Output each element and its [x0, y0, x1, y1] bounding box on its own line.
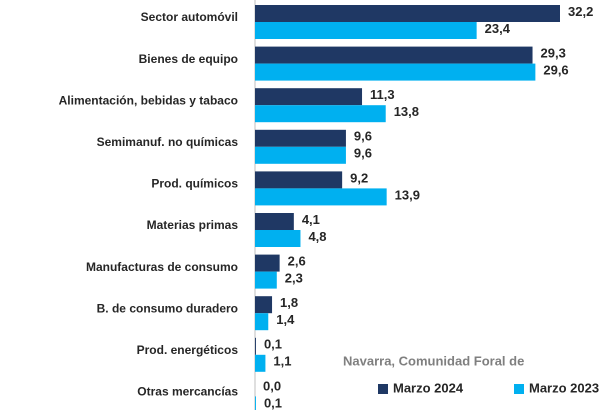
value-label: 4,1 [302, 212, 320, 227]
value-label: 9,6 [354, 129, 372, 144]
bar [255, 105, 386, 123]
value-label: 2,3 [285, 271, 303, 286]
category-label: Sector automóvil [141, 10, 238, 24]
value-label: 11,3 [370, 87, 395, 102]
bar [255, 254, 280, 272]
bar [255, 171, 343, 189]
bar [255, 296, 273, 314]
legend-label: Marzo 2024 [393, 380, 464, 395]
value-label: 9,6 [354, 146, 372, 161]
category-label: Bienes de equipo [139, 52, 238, 66]
value-label: 0,0 [263, 378, 281, 393]
bar [255, 5, 560, 22]
category-label: Otras mercancías [137, 385, 238, 399]
category-label: Prod. químicos [151, 177, 238, 191]
value-label: 2,6 [288, 254, 306, 269]
legend-swatch [378, 384, 388, 394]
category-label: B. de consumo duradero [97, 301, 238, 315]
bar [255, 213, 294, 230]
bar [255, 230, 301, 247]
annotation: Navarra, Comunidad Foral de [343, 353, 524, 368]
bar [255, 22, 477, 39]
category-label: Materias primas [147, 218, 239, 232]
category-label: Semimanuf. no químicas [97, 135, 239, 149]
bar [255, 129, 346, 147]
category-label: Prod. energéticos [137, 343, 239, 357]
value-label: 29,3 [541, 46, 566, 61]
value-label: 0,1 [264, 337, 282, 352]
bar [255, 188, 387, 206]
value-label: 1,4 [276, 312, 295, 327]
value-label: 0,1 [264, 395, 282, 410]
value-label: 13,9 [395, 187, 420, 202]
bar [255, 63, 536, 81]
category-label: Alimentación, bebidas y tabaco [59, 93, 238, 107]
value-label: 32,2 [568, 4, 593, 19]
value-label: 4,8 [308, 229, 326, 244]
value-label: 13,8 [394, 104, 419, 119]
value-label: 1,1 [273, 354, 291, 369]
value-label: 29,6 [543, 63, 568, 78]
category-label: Manufacturas de consumo [86, 260, 238, 274]
bar [255, 46, 533, 64]
legend-label: Marzo 2023 [529, 380, 599, 395]
value-label: 23,4 [485, 21, 511, 36]
bar [255, 396, 256, 410]
bar [255, 88, 363, 106]
value-label: 1,8 [280, 295, 298, 310]
bar [255, 146, 346, 164]
bar [255, 337, 256, 355]
bar [255, 271, 277, 289]
value-label: 9,2 [350, 170, 368, 185]
legend-swatch [514, 384, 524, 394]
bar [255, 354, 266, 372]
bar [255, 313, 269, 331]
